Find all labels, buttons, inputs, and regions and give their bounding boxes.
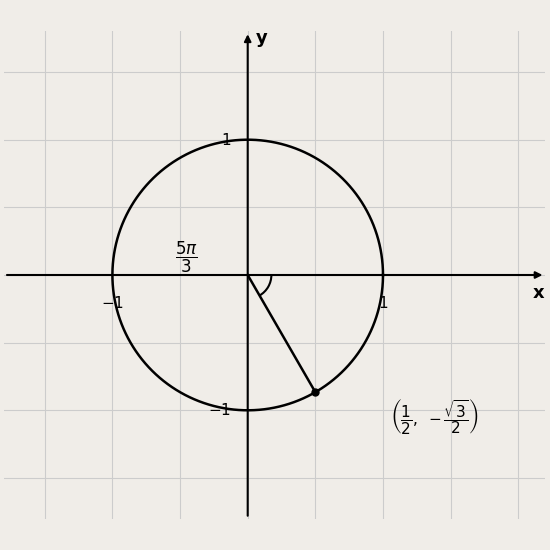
Text: $\dfrac{5\pi}{3}$: $\dfrac{5\pi}{3}$	[175, 240, 198, 275]
Text: $-1$: $-1$	[208, 402, 232, 419]
Text: $1$: $1$	[378, 295, 388, 311]
Text: $-1$: $-1$	[101, 295, 124, 311]
Text: $1$: $1$	[221, 131, 232, 148]
Text: $\left(\dfrac{1}{2},\ -\dfrac{\sqrt{3}}{2}\right)$: $\left(\dfrac{1}{2},\ -\dfrac{\sqrt{3}}{…	[390, 397, 478, 436]
Text: x: x	[533, 284, 544, 301]
Text: y: y	[255, 29, 267, 47]
